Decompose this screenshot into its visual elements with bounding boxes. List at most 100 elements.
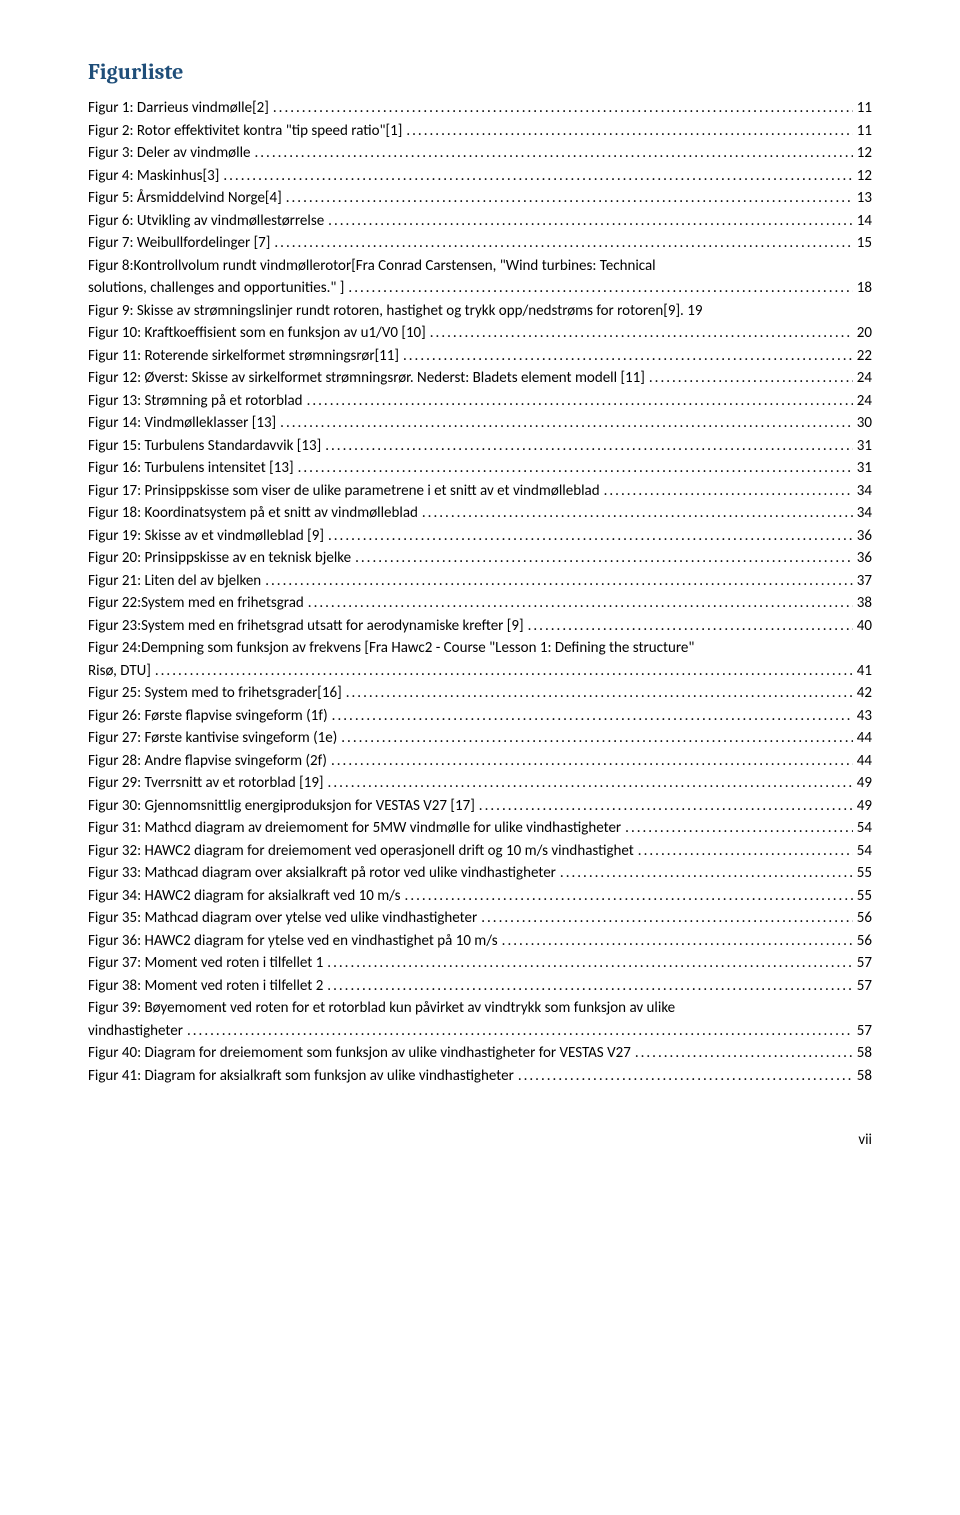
figure-entry-page: 34 — [857, 502, 872, 525]
leader-dots — [308, 592, 853, 615]
figure-entry-page: 43 — [857, 705, 872, 728]
figure-entry: Figur 2: Rotor effektivitet kontra "tip … — [88, 120, 872, 143]
figure-entry-label: Figur 16: Turbulens intensitet [13] — [88, 457, 294, 480]
figure-entry-label: Figur 20: Prinsippskisse av en teknisk b… — [88, 547, 351, 570]
leader-dots — [403, 345, 853, 368]
figure-entry: Figur 27: Første kantivise svingeform (1… — [88, 727, 872, 750]
figure-entry-label: Figur 4: Maskinhus[3] — [88, 165, 219, 188]
leader-dots — [327, 975, 852, 998]
figure-entry: Figur 30: Gjennomsnittlig energiproduksj… — [88, 795, 872, 818]
figure-entry: Figur 17: Prinsippskisse som viser de ul… — [88, 480, 872, 503]
leader-dots — [638, 840, 853, 863]
figure-entry-page: 34 — [857, 480, 872, 503]
figure-entry-label: Figur 1: Darrieus vindmølle[2] — [88, 97, 269, 120]
figure-entry-label: Figur 38: Moment ved roten i tilfellet 2 — [88, 975, 323, 998]
figure-entry-label: Figur 28: Andre flapvise svingeform (2f) — [88, 750, 327, 773]
figure-entry: Figur 3: Deler av vindmølle12 — [88, 142, 872, 165]
figure-entry: Figur 10: Kraftkoeffisient som en funksj… — [88, 322, 872, 345]
figure-entry-page: 49 — [857, 772, 872, 795]
leader-dots — [223, 165, 852, 188]
figure-entry: Figur 36: HAWC2 diagram for ytelse ved e… — [88, 930, 872, 953]
figure-entry: Figur 6: Utvikling av vindmøllestørrelse… — [88, 210, 872, 233]
leader-dots — [649, 367, 853, 390]
figure-entry-label: Figur 31: Mathcd diagram av dreiemoment … — [88, 817, 621, 840]
figure-entry: Figur 22:System med en frihetsgrad38 — [88, 592, 872, 615]
figure-entry: Figur 15: Turbulens Standardavvik [13]31 — [88, 435, 872, 458]
figure-entry-page: 31 — [857, 457, 872, 480]
leader-dots — [405, 885, 853, 908]
figure-entry-page: 57 — [857, 1020, 872, 1043]
figure-entry-page: 40 — [857, 615, 872, 638]
leader-dots — [280, 412, 853, 435]
figure-entry: Figur 38: Moment ved roten i tilfellet 2… — [88, 975, 872, 998]
figure-entry-page: 11 — [857, 97, 872, 120]
figure-entry: Figur 29: Tverrsnitt av et rotorblad [19… — [88, 772, 872, 795]
figure-entry: Figur 41: Diagram for aksialkraft som fu… — [88, 1065, 872, 1088]
figure-entry-page: 13 — [857, 187, 872, 210]
figure-entry-page: 15 — [857, 232, 872, 255]
figure-entry-label: Figur 9: Skisse av strømningslinjer rund… — [88, 300, 702, 323]
figure-entry: Figur 39: Bøyemoment ved roten for et ro… — [88, 997, 872, 1042]
figure-entry-page: 11 — [857, 120, 872, 143]
figure-entry-label-cont: solutions, challenges and opportunities.… — [88, 277, 344, 300]
leader-dots — [328, 525, 853, 548]
leader-dots — [332, 705, 853, 728]
leader-dots — [406, 120, 852, 143]
figure-entry-label: Figur 40: Diagram for dreiemoment som fu… — [88, 1042, 631, 1065]
leader-dots — [331, 750, 853, 773]
figure-entry: Figur 18: Koordinatsystem på et snitt av… — [88, 502, 872, 525]
figure-entry-label: Figur 27: Første kantivise svingeform (1… — [88, 727, 337, 750]
leader-dots — [341, 727, 853, 750]
figure-entry: Figur 35: Mathcad diagram over ytelse ve… — [88, 907, 872, 930]
figure-entry-page: 58 — [857, 1065, 872, 1088]
leader-dots — [422, 502, 853, 525]
figure-entry-page: 54 — [857, 817, 872, 840]
figure-entry: Figur 11: Roterende sirkelformet strømni… — [88, 345, 872, 368]
leader-dots — [307, 390, 853, 413]
figure-entry-label: Figur 14: Vindmølleklasser [13] — [88, 412, 276, 435]
figure-entry-label: Figur 12: Øverst: Skisse av sirkelformet… — [88, 367, 645, 390]
figure-entry-label: Figur 24:Dempning som funksjon av frekve… — [88, 637, 872, 660]
figure-entry-label: Figur 21: Liten del av bjelken — [88, 570, 261, 593]
leader-dots — [187, 1020, 853, 1043]
leader-dots — [328, 772, 853, 795]
figure-entry-label: Figur 35: Mathcad diagram over ytelse ve… — [88, 907, 477, 930]
figure-entry-label: Figur 22:System med en frihetsgrad — [88, 592, 304, 615]
leader-dots — [430, 322, 853, 345]
leader-dots — [328, 210, 853, 233]
figure-entry: Figur 24:Dempning som funksjon av frekve… — [88, 637, 872, 682]
figure-entry-label-cont: vindhastigheter — [88, 1020, 183, 1043]
figure-entry: Figur 16: Turbulens intensitet [13] 31 — [88, 457, 872, 480]
page-number: vii — [88, 1129, 872, 1152]
figure-entry: Figur 9: Skisse av strømningslinjer rund… — [88, 300, 872, 323]
figure-entry-label: Figur 37: Moment ved roten i tilfellet 1 — [88, 952, 323, 975]
leader-dots — [635, 1042, 853, 1065]
figure-entry-label: Figur 15: Turbulens Standardavvik [13] — [88, 435, 321, 458]
figure-entry: Figur 31: Mathcd diagram av dreiemoment … — [88, 817, 872, 840]
figure-entry: Figur 40: Diagram for dreiemoment som fu… — [88, 1042, 872, 1065]
figure-entry: Figur 7: Weibullfordelinger [7]15 — [88, 232, 872, 255]
figure-entry-page: 42 — [857, 682, 872, 705]
figure-entry-page: 44 — [857, 727, 872, 750]
figure-entry-page: 44 — [857, 750, 872, 773]
figure-entry-page: 36 — [857, 547, 872, 570]
figure-entry-page: 22 — [857, 345, 872, 368]
figure-entry-page: 58 — [857, 1042, 872, 1065]
figure-entry-label: Figur 8:Kontrollvolum rundt vindmøllerot… — [88, 255, 872, 278]
figure-entry-label: Figur 32: HAWC2 diagram for dreiemoment … — [88, 840, 634, 863]
figure-entry: Figur 32: HAWC2 diagram for dreiemoment … — [88, 840, 872, 863]
figure-entry: Figur 33: Mathcad diagram over aksialkra… — [88, 862, 872, 885]
figure-list: Figur 1: Darrieus vindmølle[2] 11Figur 2:… — [88, 97, 872, 1087]
figure-entry-page: 56 — [857, 930, 872, 953]
figure-entry-page: 54 — [857, 840, 872, 863]
leader-dots — [479, 795, 853, 818]
figure-entry-page: 57 — [857, 952, 872, 975]
leader-dots — [560, 862, 853, 885]
figure-entry-label: Figur 6: Utvikling av vindmøllestørrelse — [88, 210, 324, 233]
figure-entry-page: 55 — [857, 885, 872, 908]
leader-dots — [604, 480, 853, 503]
figure-entry-page: 12 — [857, 142, 872, 165]
figure-entry: Figur 23:System med en frihetsgrad utsat… — [88, 615, 872, 638]
figure-entry-page: 36 — [857, 525, 872, 548]
figure-entry-label: Figur 30: Gjennomsnittlig energiproduksj… — [88, 795, 475, 818]
